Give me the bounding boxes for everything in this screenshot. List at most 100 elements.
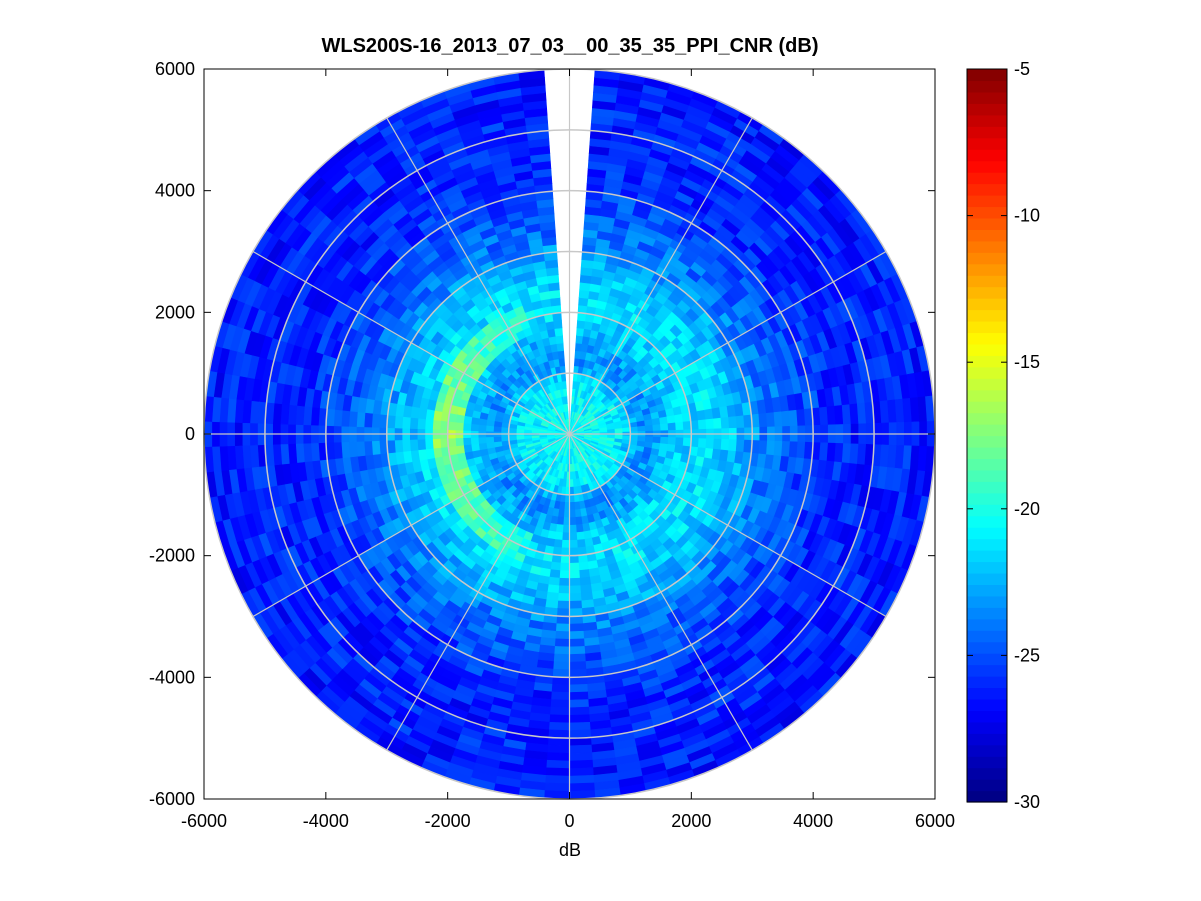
cnr-cell (758, 440, 768, 455)
cnr-cell (555, 335, 564, 344)
colorbar-band (967, 756, 1007, 769)
cnr-cell (637, 425, 646, 432)
x-tick-label: 0 (564, 811, 574, 831)
cnr-cell (333, 441, 343, 459)
cnr-cell (348, 410, 358, 427)
colorbar-band (967, 607, 1007, 620)
cnr-cell (660, 423, 669, 432)
colorbar-band (967, 286, 1007, 299)
cnr-cell (569, 524, 577, 534)
cnr-cell (575, 524, 584, 533)
cnr-cell (569, 684, 588, 693)
colorbar-band (967, 710, 1007, 723)
cnr-cell (735, 439, 745, 453)
colorbar-band (967, 172, 1007, 185)
cnr-cell (363, 440, 373, 456)
colorbar-tick-label: -30 (1014, 792, 1040, 812)
cnr-cell (552, 661, 570, 671)
cnr-cell (432, 438, 442, 449)
cnr-cell (569, 668, 587, 678)
colorbar-band (967, 767, 1007, 780)
cnr-cell (713, 438, 723, 451)
colorbar-frame (966, 68, 1008, 803)
cnr-cell (758, 413, 768, 428)
cnr-cell (548, 714, 570, 724)
grid-spoke (569, 250, 887, 435)
cnr-cell (563, 509, 570, 518)
cnr-cell (569, 691, 589, 701)
cnr-cell (559, 365, 566, 375)
cnr-cell (569, 592, 582, 602)
cnr-cell (544, 775, 570, 785)
colorbar-band (967, 194, 1007, 208)
cnr-cell (550, 699, 570, 709)
cnr-cell (569, 501, 576, 511)
cnr-cell (455, 421, 464, 431)
cnr-cell (558, 585, 570, 594)
colorbar-band (967, 275, 1007, 288)
cnr-cell (552, 668, 570, 678)
cnr-cell (401, 416, 411, 429)
cnr-cell (569, 517, 577, 526)
cnr-cell (561, 539, 570, 549)
cnr-cell (463, 444, 473, 453)
x-axis-label: dB (559, 840, 581, 860)
cnr-cell (416, 438, 426, 451)
cnr-cell (545, 767, 570, 777)
cnr-cell (500, 435, 510, 442)
cnr-cell (551, 684, 570, 693)
cnr-cell (371, 413, 381, 428)
cnr-cell (578, 289, 590, 299)
x-tick-label: 4000 (793, 811, 833, 831)
grid-spoke (252, 433, 570, 618)
cnr-cell (569, 759, 594, 769)
colorbar-band (967, 721, 1007, 734)
cnr-cell (569, 547, 579, 556)
cnr-cell (720, 416, 730, 430)
colorbar-band (967, 252, 1007, 265)
cnr-cell (559, 562, 570, 572)
colorbar-band (967, 149, 1007, 162)
cnr-cell (569, 782, 595, 792)
colorbar-tick-label: -15 (1014, 352, 1040, 372)
colorbar-band (967, 263, 1007, 276)
cnr-cell (644, 424, 654, 432)
cnr-cell (644, 419, 654, 427)
colorbar-ticks: -5 -10 -15 -20 -25 -30 (967, 59, 1040, 812)
cnr-cell (554, 327, 563, 337)
colorbar-band (967, 114, 1007, 127)
cnr-cell (569, 744, 593, 754)
cnr-cell (561, 532, 570, 541)
cnr-cell (409, 438, 419, 452)
cnr-cell (340, 441, 351, 459)
cnr-cell (573, 501, 581, 511)
cnr-cell (578, 561, 589, 571)
colorbar-band (967, 320, 1007, 334)
cnr-cell (554, 630, 570, 640)
cnr-cell (682, 420, 692, 431)
colorbar-band (967, 103, 1007, 116)
colorbar-band (967, 698, 1007, 711)
cnr-cell (371, 440, 381, 455)
colorbar: -5 -10 -15 -20 -25 -30 (966, 59, 1040, 812)
x-tick-label: -4000 (303, 811, 349, 831)
colorbar-band (967, 126, 1007, 139)
cnr-cell (557, 350, 565, 360)
cnr-cell (356, 440, 366, 457)
cnr-cell (569, 706, 590, 716)
cnr-cell (470, 423, 479, 432)
cnr-cell (569, 600, 583, 610)
cnr-cell (773, 411, 783, 428)
cnr-cell (416, 417, 426, 430)
grid-spoke (569, 433, 887, 618)
cnr-cell (549, 706, 570, 716)
cnr-cell (728, 416, 738, 429)
cnr-cell (569, 494, 575, 503)
cnr-cell (720, 438, 730, 452)
cnr-cell (576, 327, 585, 337)
colorbar-band (967, 676, 1007, 689)
cnr-cell (546, 274, 560, 284)
cnr-cell (550, 691, 570, 701)
cnr-cell (569, 623, 584, 633)
colorbar-band (967, 458, 1007, 471)
